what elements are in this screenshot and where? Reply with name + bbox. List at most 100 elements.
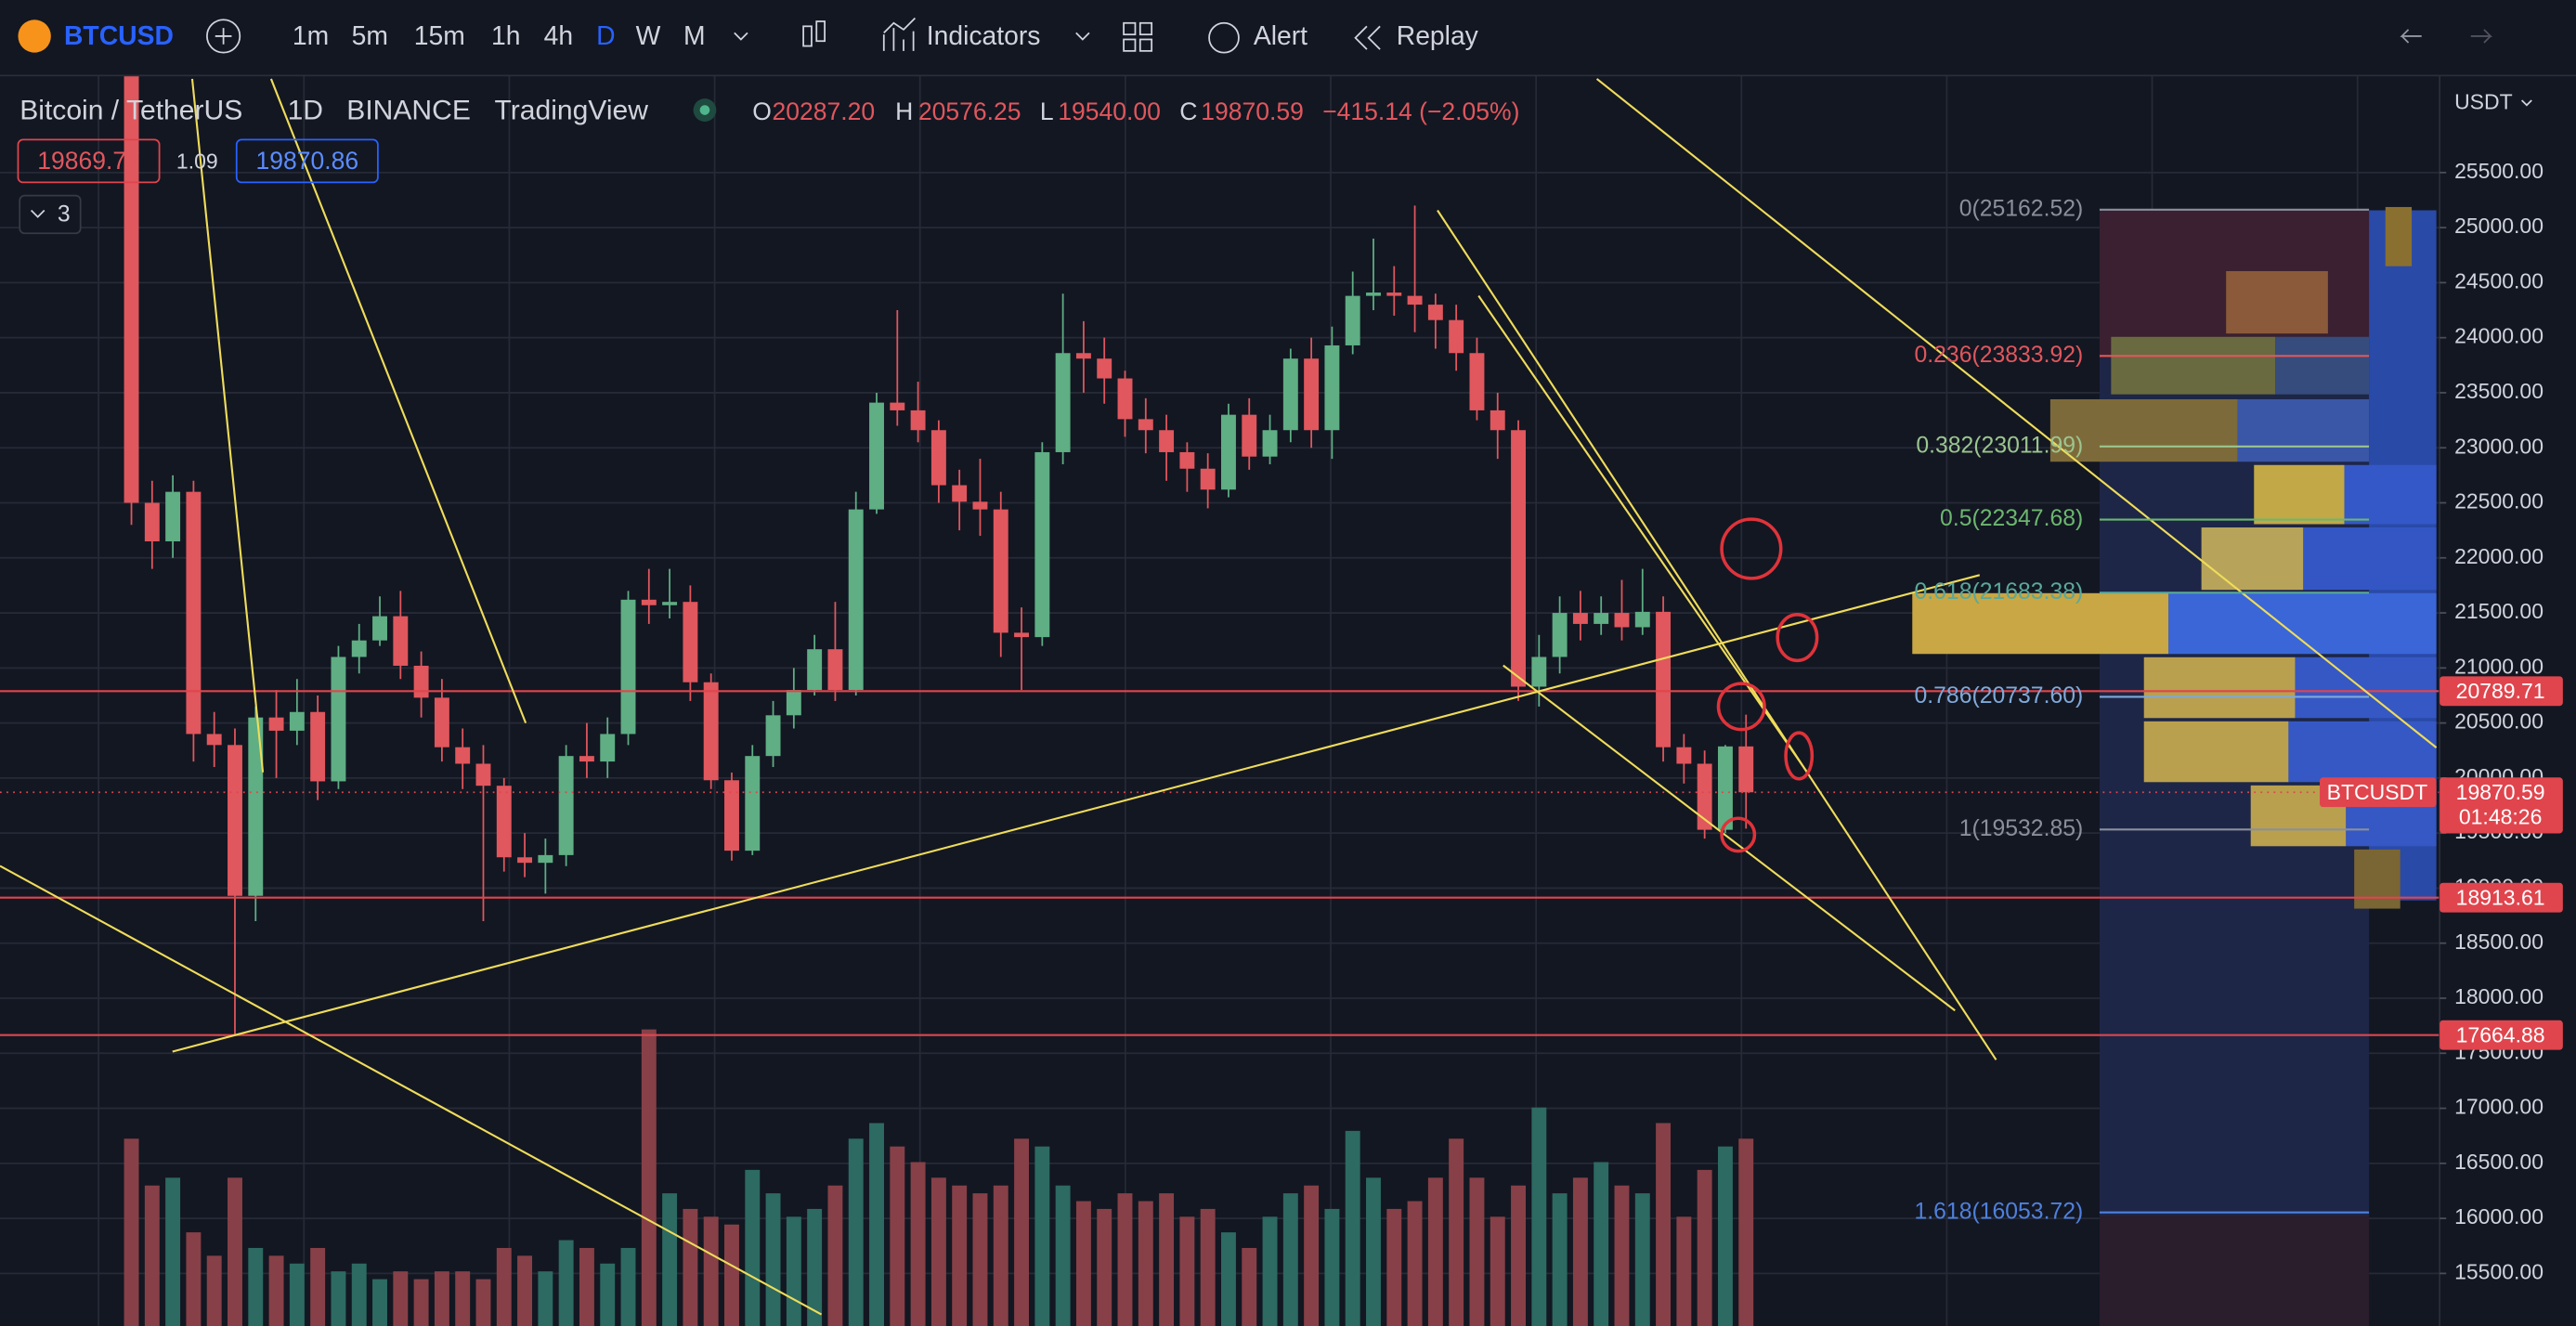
symbol[interactable]: BTCUSD: [64, 20, 174, 50]
interval-button[interactable]: W: [636, 20, 661, 50]
volume-bar: [517, 1255, 533, 1326]
alert-button[interactable]: Alert: [1254, 20, 1308, 50]
indicators-count: 3: [58, 202, 71, 227]
y-tick-label: 18000.00: [2454, 984, 2543, 1008]
candle-icon: [815, 20, 826, 43]
volume-bar: [393, 1271, 409, 1326]
candle-body: [993, 509, 1008, 633]
volume-bar: [228, 1177, 242, 1326]
volume-bar: [496, 1247, 512, 1326]
fibonacci: 0(25162.52) 0.236(23833.92) 0.382(23011.99…: [1915, 196, 2370, 1224]
indicators-button[interactable]: Indicators: [927, 20, 1041, 50]
profile-bar: [2288, 721, 2437, 783]
volume-bar: [1324, 1208, 1340, 1326]
interval-button[interactable]: 4h: [544, 20, 573, 50]
ask[interactable]: 19870.86: [256, 147, 359, 175]
chart-type-button[interactable]: [802, 20, 826, 47]
volume-bar: [1075, 1201, 1091, 1326]
volume-bar: [1469, 1177, 1485, 1326]
y-tick-label: 23500.00: [2454, 379, 2543, 403]
candle-body: [1366, 292, 1381, 296]
symbol-icon: [18, 20, 51, 53]
y-tick-label: 20500.00: [2454, 709, 2543, 734]
volume-bar: [1386, 1208, 1402, 1326]
interval-button[interactable]: 5m: [352, 20, 388, 50]
fib-label: 1(19532.85): [1959, 816, 2084, 841]
layout-icon: [1138, 21, 1153, 36]
fib-label: 0.618(21683.38): [1915, 579, 2084, 604]
intervals: 1m 5m 15m 1h 4h D W M: [293, 20, 706, 50]
layout-icon: [1123, 38, 1137, 52]
volume-bar: [1552, 1193, 1568, 1326]
bid[interactable]: 19869.77: [37, 147, 140, 175]
candle-body: [413, 665, 429, 698]
y-tick-label: 15500.00: [2454, 1259, 2543, 1283]
candle-body: [248, 717, 264, 896]
profile-bar: [2049, 398, 2238, 462]
candle-body: [1159, 430, 1175, 452]
candle-body: [351, 640, 367, 657]
candle-body: [1014, 632, 1030, 638]
candle-body: [1427, 305, 1443, 320]
undo-button[interactable]: [2400, 29, 2422, 44]
volume-bar: [206, 1255, 222, 1326]
volume-bar: [1304, 1185, 1320, 1326]
volume-bar: [1034, 1146, 1050, 1326]
candle-body: [848, 509, 864, 691]
profile-bar: [2226, 270, 2328, 334]
volume-bar: [620, 1247, 636, 1326]
candle-body: [1511, 430, 1526, 687]
volume-bar: [1738, 1138, 1754, 1326]
profile-bar: [2385, 206, 2413, 266]
candle-body: [930, 430, 946, 486]
candle-body: [703, 682, 719, 781]
drawings: [0, 78, 2438, 1316]
interval-button[interactable]: D: [596, 20, 615, 50]
candle-body: [289, 711, 305, 731]
currency[interactable]: USDT: [2454, 90, 2513, 114]
replay-button[interactable]: Replay: [1397, 20, 1479, 50]
layout-icon: [1138, 38, 1153, 52]
volume-bar: [124, 1138, 139, 1326]
ask-box[interactable]: [235, 138, 379, 184]
candle-body: [1262, 430, 1278, 457]
layout-button[interactable]: [1123, 21, 1153, 52]
volume-bar: [993, 1185, 1008, 1326]
volume-bar: [703, 1216, 719, 1326]
volume-bar: [1014, 1138, 1030, 1326]
indicators-toggle[interactable]: [19, 194, 82, 235]
compare-button[interactable]: [206, 19, 241, 54]
volume-bar: [455, 1271, 471, 1326]
candle-body: [807, 649, 823, 691]
profile-bar: [1912, 592, 2169, 655]
candle-body: [1407, 295, 1423, 306]
dropdown-icon[interactable]: [1075, 32, 1090, 41]
profile-bar: [2143, 721, 2289, 783]
fib-label: 0.382(23011.99): [1916, 433, 2083, 458]
y-tick-label: 21500.00: [2454, 599, 2543, 623]
low-value: 19540.00: [1058, 98, 1161, 125]
volume-bar: [1097, 1208, 1112, 1326]
bid-box[interactable]: [17, 138, 161, 184]
candle-body: [1572, 613, 1588, 624]
interval-button[interactable]: M: [683, 20, 706, 50]
spread: 1.09: [176, 149, 218, 173]
volume-bar: [641, 1029, 657, 1326]
y-tick-label: 16000.00: [2454, 1204, 2543, 1228]
candle-body: [538, 854, 553, 864]
interval-button[interactable]: 1h: [491, 20, 520, 50]
trend-line: [1595, 78, 2438, 748]
volume-bar: [434, 1271, 449, 1326]
dropdown-icon[interactable]: [734, 32, 748, 41]
trend-line: [0, 864, 823, 1316]
redo-button[interactable]: [2470, 29, 2493, 44]
candle-body: [1738, 746, 1754, 793]
interval-button[interactable]: 15m: [414, 20, 465, 50]
exchange: BINANCE: [346, 95, 471, 125]
volume-bar: [289, 1263, 305, 1326]
profile-bar: [2111, 336, 2276, 395]
interval-button[interactable]: 1m: [293, 20, 329, 50]
y-tick-label: 24500.00: [2454, 268, 2543, 292]
trend-line: [269, 78, 527, 723]
price-label-box: [2439, 1020, 2563, 1050]
